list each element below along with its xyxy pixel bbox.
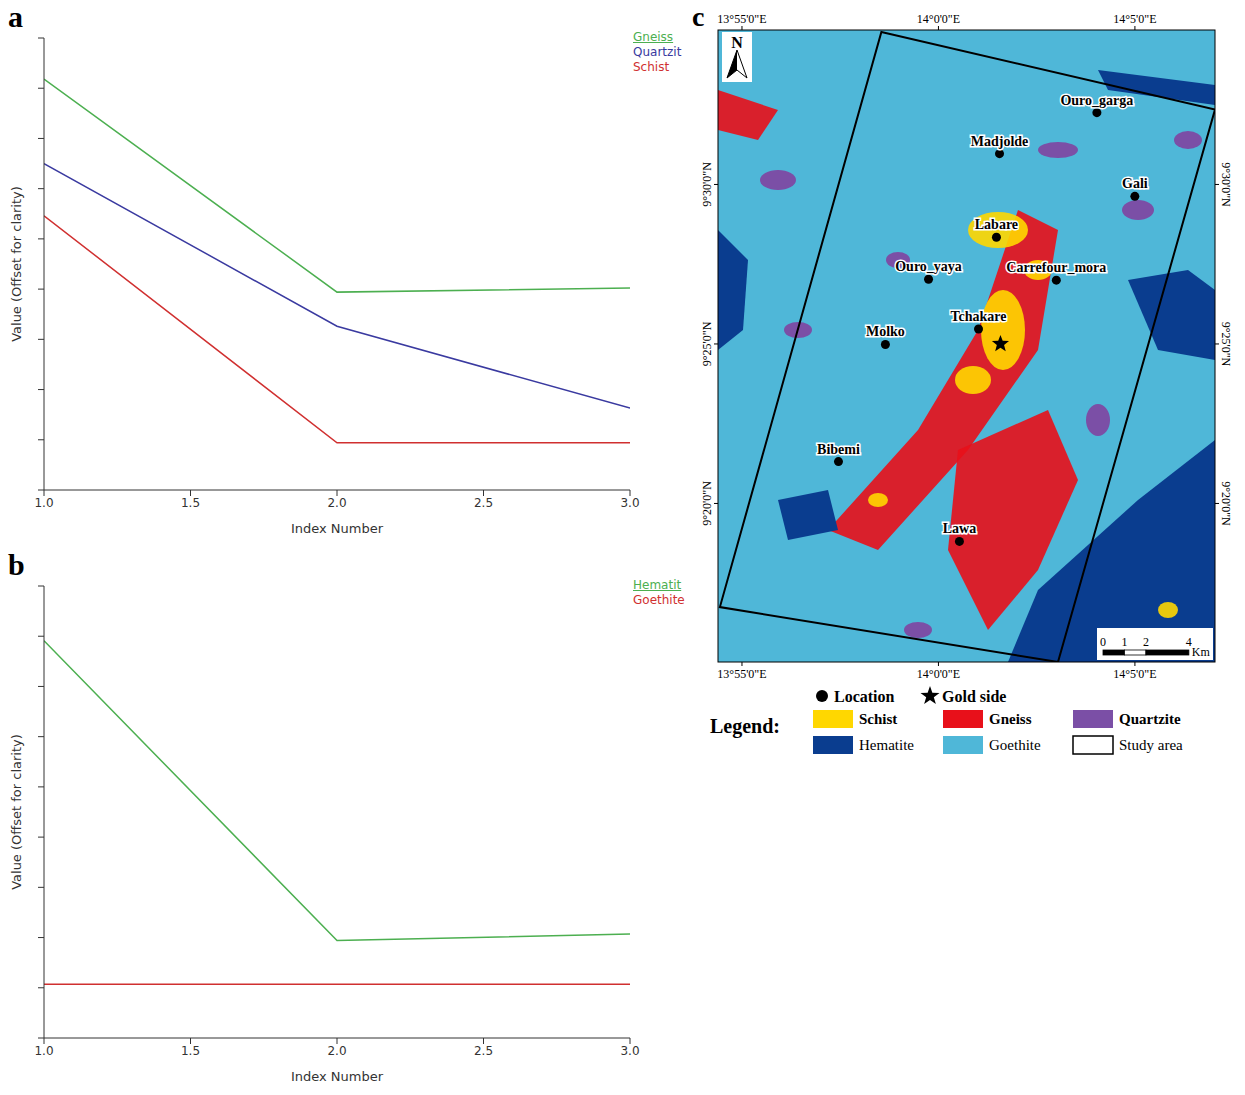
svg-text:Value (Offset for clarity): Value (Offset for clarity) — [9, 734, 24, 890]
svg-text:Bibemi: Bibemi — [817, 442, 860, 457]
svg-text:Gali: Gali — [1122, 176, 1148, 191]
svg-text:Quartzite: Quartzite — [1119, 711, 1181, 727]
svg-text:Gold side: Gold side — [942, 688, 1006, 705]
svg-text:Hematite: Hematite — [859, 737, 914, 753]
svg-text:1.5: 1.5 — [181, 496, 200, 510]
svg-text:Value (Offset for clarity): Value (Offset for clarity) — [9, 186, 24, 342]
svg-text:13°55'0"E: 13°55'0"E — [717, 667, 766, 681]
svg-text:0: 0 — [1100, 635, 1106, 649]
svg-text:Index Number: Index Number — [291, 521, 384, 536]
svg-text:9°30'0"N: 9°30'0"N — [700, 162, 714, 207]
svg-text:13°55'0"E: 13°55'0"E — [717, 12, 766, 26]
svg-text:2.0: 2.0 — [327, 496, 346, 510]
svg-text:3.0: 3.0 — [620, 1044, 639, 1058]
svg-text:Goethite: Goethite — [989, 737, 1041, 753]
svg-text:1: 1 — [1121, 635, 1127, 649]
html-text:Schist: Schist — [633, 60, 670, 74]
svg-text:Molko: Molko — [866, 324, 905, 339]
svg-text:9°20'0"N: 9°20'0"N — [1219, 481, 1233, 526]
svg-text:9°25'0"N: 9°25'0"N — [1219, 322, 1233, 367]
svg-text:Labare: Labare — [975, 217, 1018, 232]
svg-text:Lawa: Lawa — [943, 521, 976, 536]
svg-text:14°0'0"E: 14°0'0"E — [917, 12, 960, 26]
svg-text:14°0'0"E: 14°0'0"E — [917, 667, 960, 681]
svg-text:2: 2 — [1143, 635, 1149, 649]
html-text:Hematit: Hematit — [633, 578, 682, 592]
svg-text:9°20'0"N: 9°20'0"N — [700, 481, 714, 526]
html-text:Quartzit: Quartzit — [633, 45, 682, 59]
svg-text:Madjolde: Madjolde — [971, 134, 1029, 149]
svg-text:c: c — [692, 1, 704, 32]
svg-text:3.0: 3.0 — [620, 496, 639, 510]
svg-text:1.5: 1.5 — [181, 1044, 200, 1058]
svg-text:2.5: 2.5 — [474, 496, 493, 510]
svg-text:Schist: Schist — [859, 711, 897, 727]
svg-text:Study area: Study area — [1119, 737, 1183, 753]
html-text:b: b — [8, 548, 25, 581]
svg-text:2.5: 2.5 — [474, 1044, 493, 1058]
svg-text:9°30'0"N: 9°30'0"N — [1219, 162, 1233, 207]
html-text:Goethite: Goethite — [633, 593, 685, 607]
svg-text:14°5'0"E: 14°5'0"E — [1113, 12, 1156, 26]
svg-text:Legend:: Legend: — [710, 715, 780, 738]
svg-text:1.0: 1.0 — [34, 496, 53, 510]
svg-text:N: N — [731, 34, 743, 51]
svg-text:Ouro_yaya: Ouro_yaya — [895, 259, 962, 274]
svg-text:Carrefour_mora: Carrefour_mora — [1006, 260, 1106, 275]
svg-text:Tchakare: Tchakare — [951, 309, 1007, 324]
html-text:Gneiss: Gneiss — [633, 30, 674, 44]
svg-text:Km: Km — [1192, 645, 1211, 659]
svg-text:1.0: 1.0 — [34, 1044, 53, 1058]
svg-text:14°5'0"E: 14°5'0"E — [1113, 667, 1156, 681]
svg-text:Index Number: Index Number — [291, 1069, 384, 1084]
svg-text:Ouro_garga: Ouro_garga — [1060, 93, 1133, 108]
svg-text:9°25'0"N: 9°25'0"N — [700, 321, 714, 366]
svg-text:4: 4 — [1185, 635, 1192, 649]
svg-text:Location: Location — [834, 688, 895, 705]
svg-text:Gneiss: Gneiss — [989, 711, 1032, 727]
html-text:a: a — [8, 0, 23, 33]
svg-text:2.0: 2.0 — [327, 1044, 346, 1058]
